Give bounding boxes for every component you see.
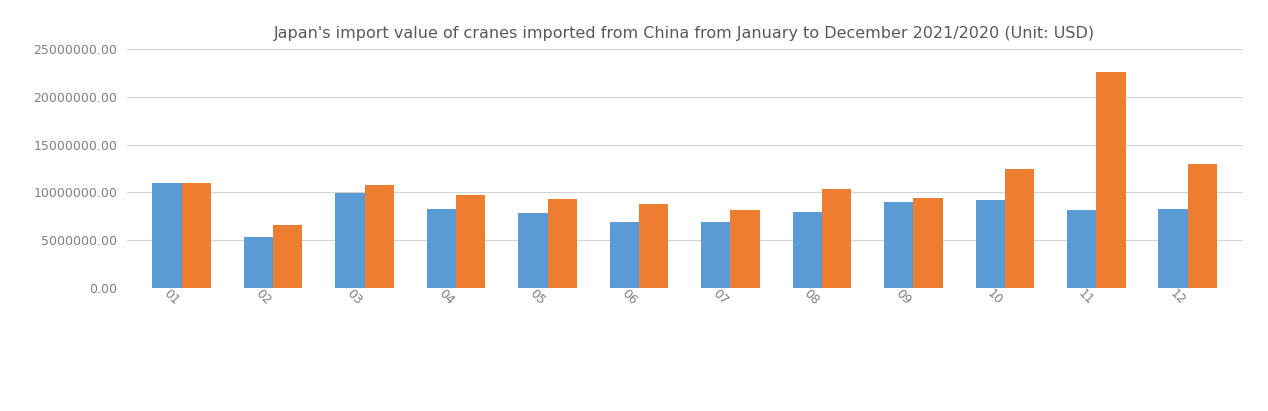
Bar [822,189,851,288]
Bar [610,222,639,288]
Bar [701,222,730,288]
Bar [243,237,273,288]
Bar [1159,208,1188,288]
Bar [519,213,548,288]
Bar [181,183,210,288]
Bar [792,212,822,288]
Bar [273,225,302,288]
Bar [1188,164,1217,288]
Bar [975,200,1004,288]
Bar [365,185,394,288]
Bar [913,198,942,288]
Bar [427,208,456,288]
Bar [548,199,577,288]
Bar [1097,72,1126,288]
Bar [335,193,365,288]
Bar [884,202,913,288]
Bar [730,210,760,288]
Bar [639,204,668,288]
Bar [1068,210,1097,288]
Title: Japan's import value of cranes imported from China from January to December 2021: Japan's import value of cranes imported … [274,26,1096,41]
Bar [456,195,486,288]
Bar [1004,169,1035,288]
Bar [152,183,181,288]
